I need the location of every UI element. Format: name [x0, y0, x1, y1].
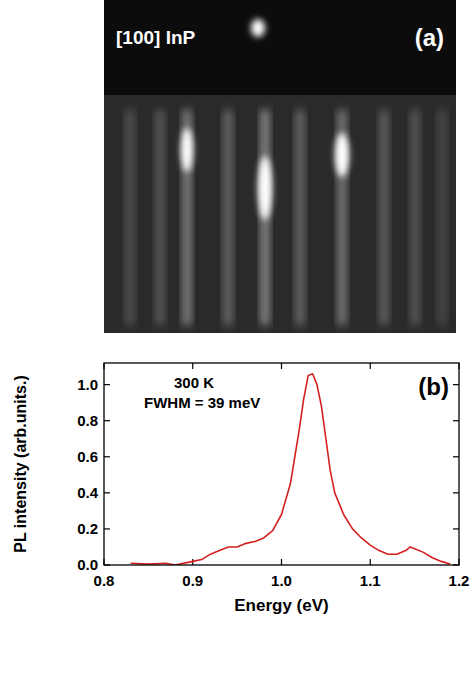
image-label: [100] InP	[116, 27, 196, 48]
x-tick-top	[370, 363, 371, 369]
y-tick	[104, 456, 110, 457]
rheed-streak	[411, 110, 419, 325]
y-tick-right	[453, 384, 459, 385]
y-tick-label: 0.2	[77, 520, 98, 537]
rheed-spot	[258, 156, 272, 220]
y-tick-label: 0.8	[77, 412, 98, 429]
plot-frame	[104, 363, 459, 565]
rheed-shadow	[104, 0, 456, 95]
rheed-streak	[438, 110, 446, 325]
rheed-streak	[380, 110, 388, 325]
y-tick-right	[453, 492, 459, 493]
y-tick	[104, 384, 110, 385]
x-tick-label: 1.0	[271, 572, 292, 589]
y-tick-label: 0.4	[77, 484, 99, 501]
y-tick-label: 0.6	[77, 448, 98, 465]
y-tick-label: 0.0	[77, 556, 98, 573]
x-tick-label: 0.9	[182, 572, 203, 589]
specular-spot	[251, 19, 265, 37]
pl-chart: 0.8 0.9 1.0 1.1 1.2 0.0 0.2 0.4 0.6 0.8 1.0 300 K FW…	[12, 363, 469, 615]
y-tick	[104, 528, 110, 529]
panel-label: (a)	[415, 24, 444, 51]
rheed-streak	[126, 110, 134, 325]
pl-curve	[131, 374, 451, 565]
rheed-streak	[296, 110, 304, 325]
y-tick	[104, 492, 110, 493]
plot-area	[131, 374, 451, 565]
figure: [100] InP(a)0.80.91.01.11.20.00.20.40.60…	[0, 0, 473, 693]
x-tick-top	[192, 363, 193, 369]
y-axis-title: PL intensity (arb.units.)	[12, 375, 29, 553]
x-axis-title: Energy (eV)	[234, 596, 328, 615]
y-tick	[104, 420, 110, 421]
x-tick-top	[281, 363, 282, 369]
y-tick-right	[453, 420, 459, 421]
rheed-spot	[181, 128, 193, 172]
rheed-background	[104, 0, 456, 333]
rheed-streak	[224, 110, 232, 325]
x-tick-label: 1.2	[449, 572, 470, 589]
annotation: 300 K	[174, 374, 214, 391]
rheed-spot	[335, 133, 349, 177]
annotation: FWHM = 39 meV	[144, 394, 260, 411]
rheed-streak	[156, 110, 164, 325]
y-tick-label: 1.0	[77, 376, 98, 393]
x-tick-label: 0.8	[94, 572, 115, 589]
x-tick	[281, 559, 282, 565]
x-tick	[370, 559, 371, 565]
y-tick-right	[453, 456, 459, 457]
panel-label: (b)	[418, 373, 449, 400]
rheed-panel: [100] InP (a)	[104, 0, 456, 333]
y-tick-right	[453, 528, 459, 529]
x-tick-label: 1.1	[360, 572, 381, 589]
